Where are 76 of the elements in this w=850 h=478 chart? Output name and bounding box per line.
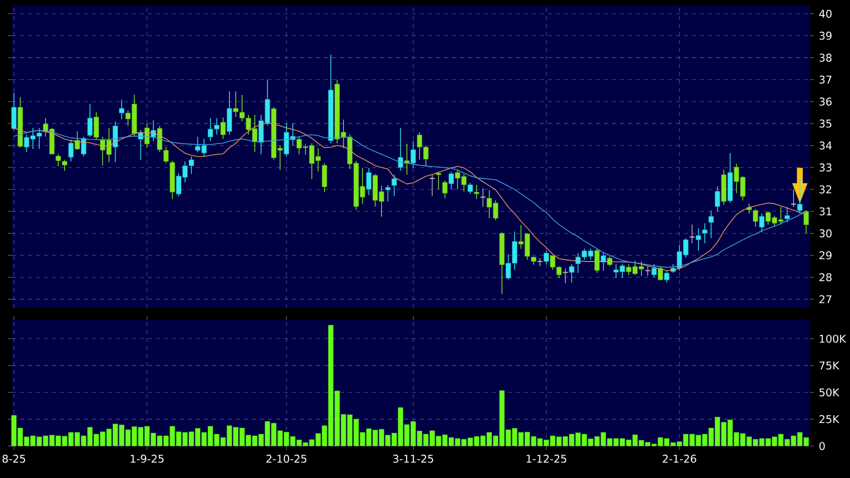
- candlestick: [752, 208, 758, 228]
- candlestick: [790, 189, 797, 208]
- candlestick: [594, 248, 600, 274]
- candlestick: [366, 168, 372, 196]
- candlestick: [536, 258, 544, 267]
- y-tick-label: 36: [820, 98, 832, 106]
- y-tick-label: 27: [819, 295, 832, 304]
- candlestick: [233, 90, 238, 118]
- x-tick-label: 1-9-25: [130, 454, 164, 463]
- y-tick-label: 37: [820, 76, 832, 84]
- y-tick-label: 30: [820, 229, 832, 238]
- candlestick: [220, 117, 226, 140]
- candlestick: [410, 140, 416, 168]
- candlestick: [138, 130, 144, 160]
- candlestick: [797, 178, 802, 214]
- candlestick: [689, 224, 696, 244]
- y-tick-label: 100K: [820, 334, 846, 343]
- y-tick-label: 35: [820, 120, 832, 128]
- candlestick: [696, 228, 702, 251]
- candlestick: [651, 264, 657, 278]
- candlestick: [163, 146, 169, 164]
- candlestick: [144, 123, 150, 148]
- candlestick: [569, 264, 574, 283]
- y-tick-label: 50K: [820, 388, 840, 396]
- candlestick: [607, 256, 612, 267]
- x-tick-label: 1-12-25: [526, 454, 566, 463]
- y-tick-label: 34: [820, 141, 832, 150]
- candlestick: [74, 130, 80, 150]
- candlestick: [442, 180, 448, 199]
- candlestick: [157, 125, 162, 152]
- candlestick: [544, 250, 549, 264]
- y-tick-label: 38: [820, 54, 832, 62]
- candlestick: [398, 128, 404, 172]
- x-tick-label: 2-10-25: [266, 454, 306, 463]
- candlestick: [644, 266, 651, 276]
- y-tick-label: 39: [820, 32, 832, 40]
- x-tick-label: 3-11-25: [393, 454, 434, 463]
- candlestick: [119, 99, 124, 120]
- candlestick: [562, 268, 568, 284]
- candlestick: [385, 184, 390, 202]
- candlestick: [804, 210, 809, 234]
- candlestick: [68, 139, 74, 162]
- candlestick: [664, 270, 670, 283]
- candlestick: [784, 206, 790, 223]
- candlestick: [714, 186, 720, 212]
- y-tick-label: 28: [819, 273, 832, 282]
- candlestick: [87, 104, 93, 138]
- candlestick: [62, 159, 68, 172]
- y-tick-label: 25K: [819, 415, 840, 424]
- candlestick: [702, 222, 708, 244]
- y-tick-label: 40: [819, 10, 832, 18]
- candlestick: [468, 182, 473, 194]
- candlestick: [11, 92, 17, 131]
- candlestick: [226, 90, 232, 135]
- y-tick-label: 0: [819, 442, 825, 450]
- y-tick-label: 29: [819, 251, 832, 260]
- candlestick: [322, 162, 328, 192]
- candlestick: [94, 112, 99, 140]
- y-tick-label: 31: [820, 207, 832, 216]
- candlestick: [112, 120, 118, 163]
- candlestick: [448, 171, 454, 190]
- candlestick: [759, 213, 764, 233]
- candlestick: [480, 188, 486, 207]
- x-tick-label: 2-1-26: [662, 454, 696, 463]
- y-tick-label: 75K: [820, 362, 840, 370]
- candlestick: [436, 171, 442, 190]
- y-tick-label: 33: [820, 163, 832, 172]
- x-tick-label: 8-25: [2, 454, 26, 463]
- candlestick: [56, 154, 61, 167]
- candlestick: [392, 174, 397, 196]
- candlestick: [658, 266, 664, 281]
- candlestick: [81, 136, 86, 157]
- y-tick-label: 32: [820, 185, 832, 194]
- candlestick: [708, 210, 714, 239]
- candlestick: [429, 174, 436, 196]
- candlestick: [474, 184, 480, 200]
